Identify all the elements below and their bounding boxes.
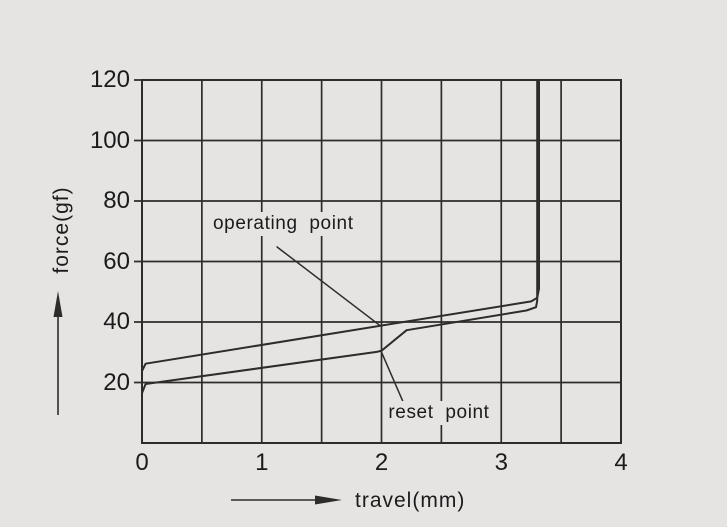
leader-line-reset-point	[380, 350, 404, 403]
leader-line-operating-point	[276, 246, 381, 327]
y-tick-label: 20	[103, 368, 130, 396]
x-axis-arrow	[231, 495, 342, 505]
y-tick-label: 80	[103, 187, 130, 214]
x-axis-arrowhead-icon	[315, 495, 342, 505]
y-axis-arrowhead-icon	[53, 291, 63, 317]
x-axis-title: travel(mm)	[355, 489, 466, 512]
x-tick-label: 4	[614, 449, 628, 476]
annotation-reset-point: reset point	[383, 401, 495, 426]
annotation-operating-point: operating point	[208, 211, 359, 236]
plot-border	[141, 79, 622, 444]
x-tick-label: 2	[374, 449, 389, 476]
y-tick-label: 120	[89, 66, 130, 93]
x-tick-label: 1	[255, 449, 269, 476]
y-axis-arrow	[53, 291, 63, 415]
y-tick-label: 40	[103, 308, 130, 335]
x-tick-label: 3	[494, 449, 508, 476]
curve-release-upstroke	[141, 79, 539, 395]
y-tick-label: 100	[89, 126, 130, 154]
x-tick-label: 0	[135, 449, 149, 476]
y-tick-label: 60	[103, 247, 130, 275]
curve-press-downstroke	[141, 79, 540, 372]
